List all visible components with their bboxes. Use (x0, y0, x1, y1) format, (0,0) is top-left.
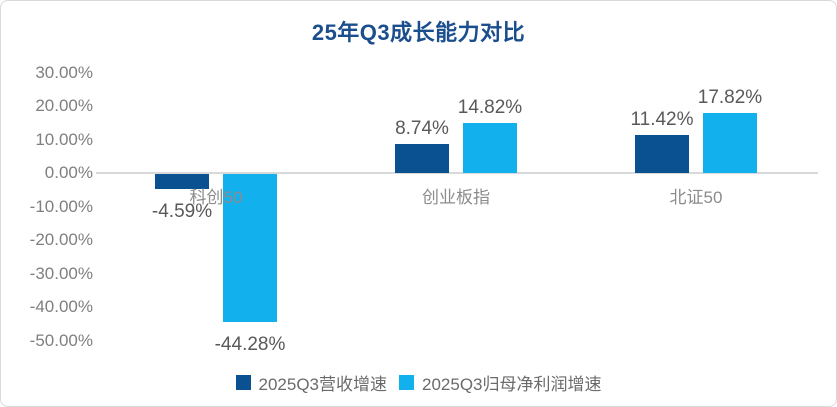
bar-科创50-2025Q3营收增速 (155, 174, 209, 190)
legend-label: 2025Q3归母净利润增速 (422, 375, 602, 394)
y-axis-tick-label: -30.00% (29, 263, 93, 283)
legend-swatch (399, 375, 414, 390)
bar-创业板指-2025Q3营收增速 (395, 143, 449, 173)
y-axis-tick-label: -20.00% (29, 230, 93, 249)
bar-科创50-2025Q3归母净利润增速 (223, 174, 277, 323)
x-axis-zero-line (96, 172, 818, 174)
value-label: -44.28% (214, 334, 286, 356)
value-label: 17.82% (697, 87, 763, 109)
value-label: 8.74% (395, 117, 449, 139)
value-label: 14.82% (457, 97, 523, 119)
value-label: 11.42% (630, 108, 694, 130)
legend-swatch (235, 375, 251, 390)
category-label: 北证50 (669, 188, 723, 207)
legend: 2025Q3营收增速 2025Q3归母净利润增速 (1, 370, 836, 395)
category-label: 创业板指 (422, 188, 490, 207)
legend-item: 2025Q3营收增速 (235, 370, 388, 395)
y-axis-tick-label: -40.00% (29, 297, 93, 316)
y-axis-tick-label: -10.00% (29, 196, 93, 216)
bar-北证50-2025Q3归母净利润增速 (703, 113, 757, 173)
legend-label: 2025Q3营收增速 (258, 375, 388, 394)
y-axis-tick-label: 30.00% (35, 62, 93, 82)
y-axis-tick-label: -50.00% (29, 330, 93, 350)
y-axis-tick-label: 10.00% (35, 129, 93, 149)
category-label: 科创50 (189, 188, 243, 207)
value-label: -4.59% (151, 201, 213, 223)
bar-北证50-2025Q3营收增速 (635, 134, 689, 173)
legend-item: 2025Q3归母净利润增速 (399, 370, 602, 395)
bar-创业板指-2025Q3归母净利润增速 (463, 123, 517, 173)
chart-title: 25年Q3成长能力对比 (311, 20, 526, 45)
y-axis-tick-label: 0.00% (44, 163, 93, 182)
y-axis-tick-label: 20.00% (35, 96, 93, 115)
